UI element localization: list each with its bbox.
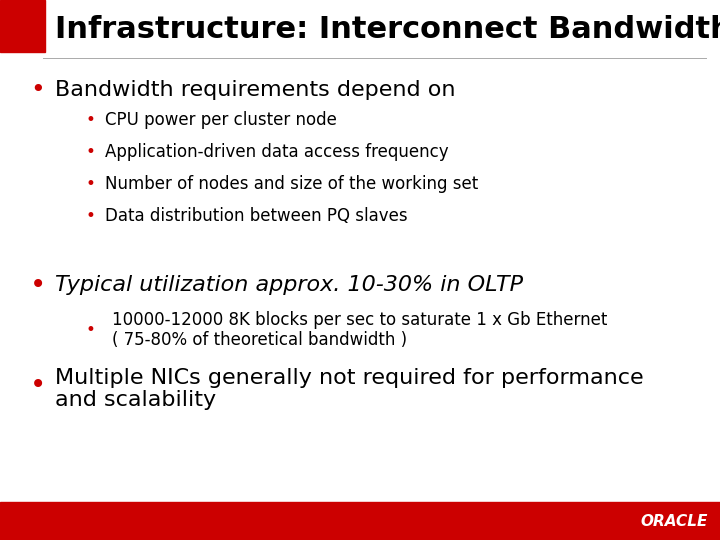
Bar: [0, 0, 45, 52]
Text: CPU power per cluster node: CPU power per cluster node: [105, 111, 337, 129]
Text: Typical utilization approx. 10-30% in OLTP: Typical utilization approx. 10-30% in OL…: [55, 275, 523, 295]
Text: 10000-12000 8K blocks per sec to saturate 1 x Gb Ethernet: 10000-12000 8K blocks per sec to saturat…: [112, 311, 608, 329]
Text: •: •: [85, 111, 95, 129]
Text: Number of nodes and size of the working set: Number of nodes and size of the working …: [105, 175, 478, 193]
Text: •: •: [85, 207, 95, 225]
Text: •: •: [85, 143, 95, 161]
Text: Infrastructure: Interconnect Bandwidth: Infrastructure: Interconnect Bandwidth: [55, 16, 720, 44]
Text: and scalability: and scalability: [55, 390, 216, 410]
Text: •: •: [85, 321, 95, 339]
Text: •: •: [31, 78, 45, 102]
Text: Bandwidth requirements depend on: Bandwidth requirements depend on: [55, 80, 456, 100]
Text: ( 75-80% of theoretical bandwidth ): ( 75-80% of theoretical bandwidth ): [112, 331, 407, 349]
Text: •: •: [85, 175, 95, 193]
Text: Multiple NICs generally not required for performance: Multiple NICs generally not required for…: [55, 368, 644, 388]
Text: Application-driven data access frequency: Application-driven data access frequency: [105, 143, 449, 161]
Text: ORACLE: ORACLE: [641, 514, 708, 529]
Bar: [0, 502, 720, 540]
Text: •: •: [30, 371, 46, 399]
Text: Data distribution between PQ slaves: Data distribution between PQ slaves: [105, 207, 408, 225]
Text: •: •: [30, 271, 46, 299]
